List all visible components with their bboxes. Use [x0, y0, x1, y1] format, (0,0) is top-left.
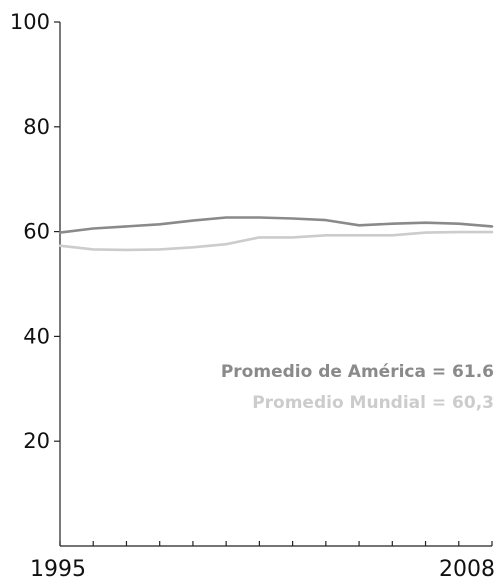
axes [59, 22, 492, 547]
y-tick-label: 100 [10, 10, 50, 34]
series-line-1 [58, 230, 494, 252]
x-tick-label-start: 1995 [30, 557, 86, 582]
y-tick-label: 20 [23, 429, 50, 453]
annotation-america-average: Promedio de América = 61.6 [221, 362, 494, 382]
annotation-world-average: Promedio Mundial = 60,3 [252, 393, 494, 413]
y-tick-label: 40 [23, 324, 50, 348]
axis-ticks [54, 21, 493, 546]
y-tick-label: 60 [23, 220, 50, 244]
series-line-0 [58, 216, 494, 234]
y-tick-label: 80 [23, 115, 50, 139]
tick-labels: 20 40 60 80 100 1995 2008 [10, 10, 495, 582]
series-group [58, 216, 494, 252]
x-tick-label-end: 2008 [439, 557, 495, 582]
